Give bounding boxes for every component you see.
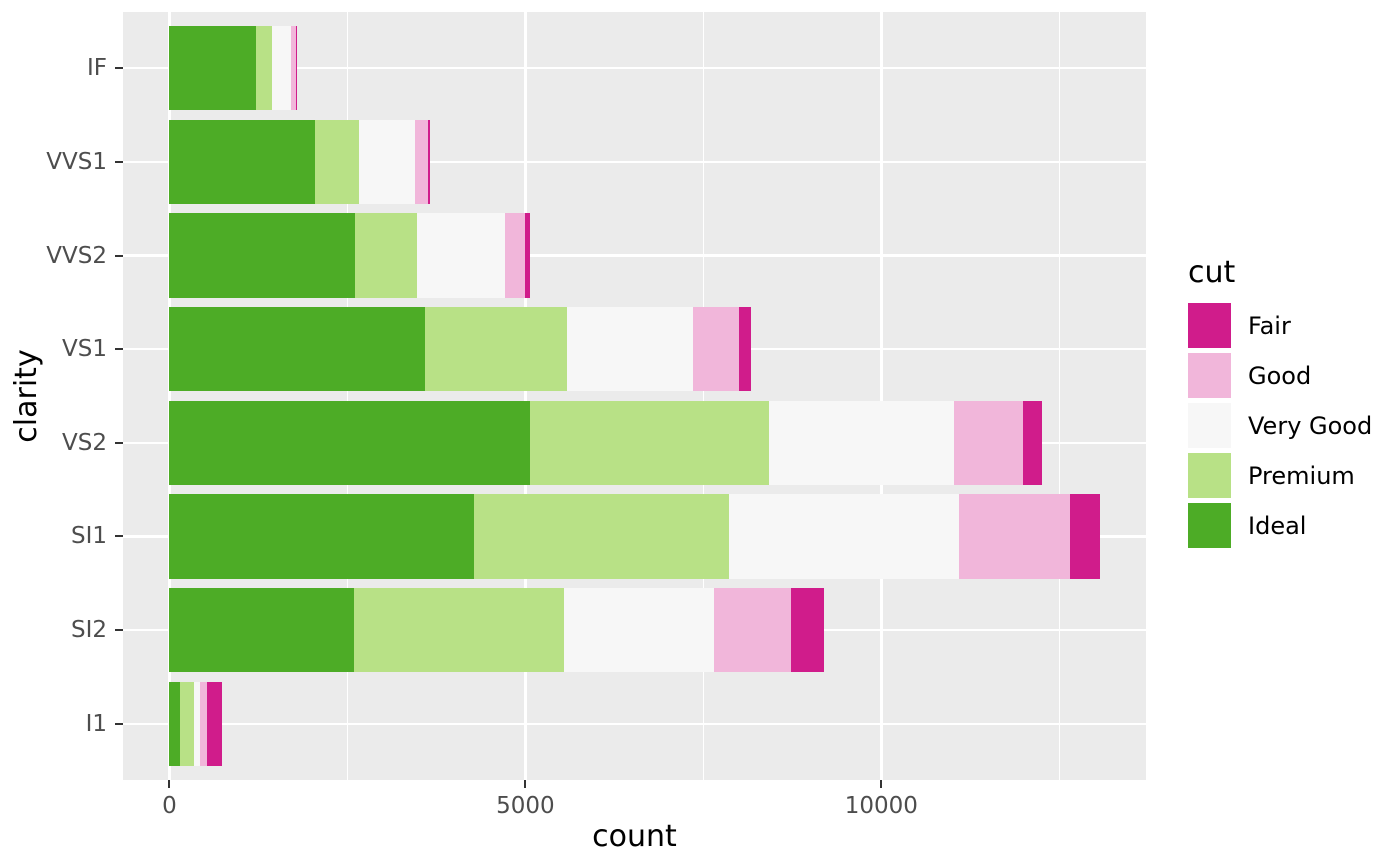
- legend-item-fair: Fair: [1188, 303, 1372, 348]
- y-axis-tick: [115, 722, 123, 725]
- gridline-y-major: [123, 66, 1146, 70]
- legend-label: Ideal: [1248, 511, 1307, 540]
- x-axis-tick-label: 5000: [496, 793, 555, 819]
- legend: cut Fair Good Very Good Premium Ideal: [1188, 256, 1372, 553]
- legend-item-premium: Premium: [1188, 453, 1372, 498]
- bar-segment-vvs2-very-good: [416, 213, 505, 298]
- bar-segment-si2-fair: [790, 588, 824, 673]
- y-axis-tick: [115, 160, 123, 163]
- bar-segment-vs2-very-good: [769, 400, 954, 485]
- bar-segment-if-premium: [255, 26, 273, 111]
- bar-segment-vs1-good: [692, 307, 740, 392]
- bar-segment-si1-fair: [1070, 494, 1100, 579]
- legend-item-very-good: Very Good: [1188, 403, 1372, 448]
- gridline-x-major: [880, 12, 883, 780]
- bar-segment-si1-ideal: [169, 494, 475, 579]
- y-axis-tick-label: VS1: [62, 336, 107, 363]
- y-axis-tick: [115, 535, 123, 538]
- legend-swatch-very-good: [1188, 403, 1231, 448]
- y-axis-tick-label: SI1: [70, 523, 107, 550]
- plot-panel: [123, 12, 1146, 780]
- y-axis-tick: [115, 441, 123, 444]
- gridline-x-major: [524, 12, 527, 780]
- gridline-x-minor: [702, 12, 705, 780]
- bar-segment-vs1-very-good: [566, 307, 693, 392]
- gridline-y-major: [123, 160, 1146, 164]
- legend-swatch-fair: [1188, 303, 1231, 348]
- bar-segment-vs1-premium: [424, 307, 567, 392]
- bar-segment-vvs1-premium: [315, 119, 360, 204]
- bar-segment-vs2-good: [953, 400, 1024, 485]
- bar-segment-if-fair: [296, 26, 298, 111]
- bar-segment-vvs1-fair: [428, 119, 430, 204]
- bar-segment-si1-good: [959, 494, 1071, 579]
- bar-segment-i1-fair: [207, 681, 223, 766]
- y-axis-tick-label: VS2: [62, 429, 107, 456]
- legend-swatch-good: [1188, 353, 1231, 398]
- legend-label: Fair: [1248, 311, 1291, 340]
- legend-swatch-ideal: [1188, 503, 1231, 548]
- bar-segment-if-good: [291, 26, 297, 111]
- y-axis-tick: [115, 348, 123, 351]
- legend-label: Very Good: [1248, 411, 1373, 440]
- x-axis-tick: [880, 780, 883, 788]
- gridline-x-major: [168, 12, 171, 780]
- legend-label: Premium: [1248, 461, 1355, 490]
- bar-segment-si2-ideal: [169, 588, 355, 673]
- x-axis-tick: [168, 780, 171, 788]
- gridline-x-minor: [346, 12, 349, 780]
- legend-item-ideal: Ideal: [1188, 503, 1372, 548]
- legend-items: Fair Good Very Good Premium Ideal: [1188, 303, 1372, 548]
- bar-segment-i1-very-good: [194, 681, 201, 766]
- bar-segment-i1-premium: [179, 681, 195, 766]
- bar-segment-vvs1-good: [415, 119, 429, 204]
- bar-segment-vs2-fair: [1023, 400, 1043, 485]
- bar-segment-vvs2-fair: [525, 213, 531, 298]
- bar-segment-vs1-fair: [739, 307, 752, 392]
- x-axis-tick: [524, 780, 527, 788]
- legend-item-good: Good: [1188, 353, 1372, 398]
- bar-segment-if-ideal: [169, 26, 256, 111]
- bar-segment-i1-good: [200, 681, 208, 766]
- y-axis-tick: [115, 254, 123, 257]
- gridline-y-major: [123, 254, 1146, 257]
- legend-label: Good: [1248, 361, 1312, 390]
- bar-segment-vvs1-very-good: [359, 119, 416, 204]
- y-axis-tick: [115, 67, 123, 70]
- bar-segment-vs2-ideal: [169, 400, 531, 485]
- legend-swatch-premium: [1188, 453, 1231, 498]
- y-axis-tick-label: VVS1: [46, 148, 107, 175]
- x-axis-tick-label: 0: [162, 793, 177, 819]
- gridline-x-minor: [1058, 12, 1060, 780]
- y-axis-tick-label: VVS2: [46, 242, 107, 269]
- bar-segment-si1-premium: [474, 494, 729, 579]
- bar-segment-si1-very-good: [728, 494, 960, 579]
- x-axis-title: count: [592, 819, 677, 854]
- legend-title: cut: [1188, 255, 1236, 290]
- gridline-y-major: [123, 722, 1146, 726]
- y-axis-tick-label: SI2: [70, 617, 107, 644]
- bar-segment-vvs2-ideal: [169, 213, 355, 298]
- bar-segment-vvs2-premium: [354, 213, 417, 298]
- bar-segment-si2-premium: [354, 588, 565, 673]
- y-axis-tick-label: IF: [86, 55, 107, 82]
- bar-segment-vs1-ideal: [169, 307, 425, 392]
- bar-segment-vvs2-good: [504, 213, 526, 298]
- y-axis-tick: [115, 629, 123, 632]
- bar-segment-i1-ideal: [169, 681, 180, 766]
- y-axis-tick-label: I1: [85, 710, 107, 737]
- bar-segment-vs2-premium: [530, 400, 770, 485]
- x-axis-tick-label: 10000: [844, 793, 918, 819]
- bar-segment-vvs1-ideal: [169, 119, 316, 204]
- bar-segment-if-very-good: [272, 26, 292, 111]
- bar-segment-si2-good: [713, 588, 791, 673]
- bar-segment-si2-very-good: [564, 588, 714, 673]
